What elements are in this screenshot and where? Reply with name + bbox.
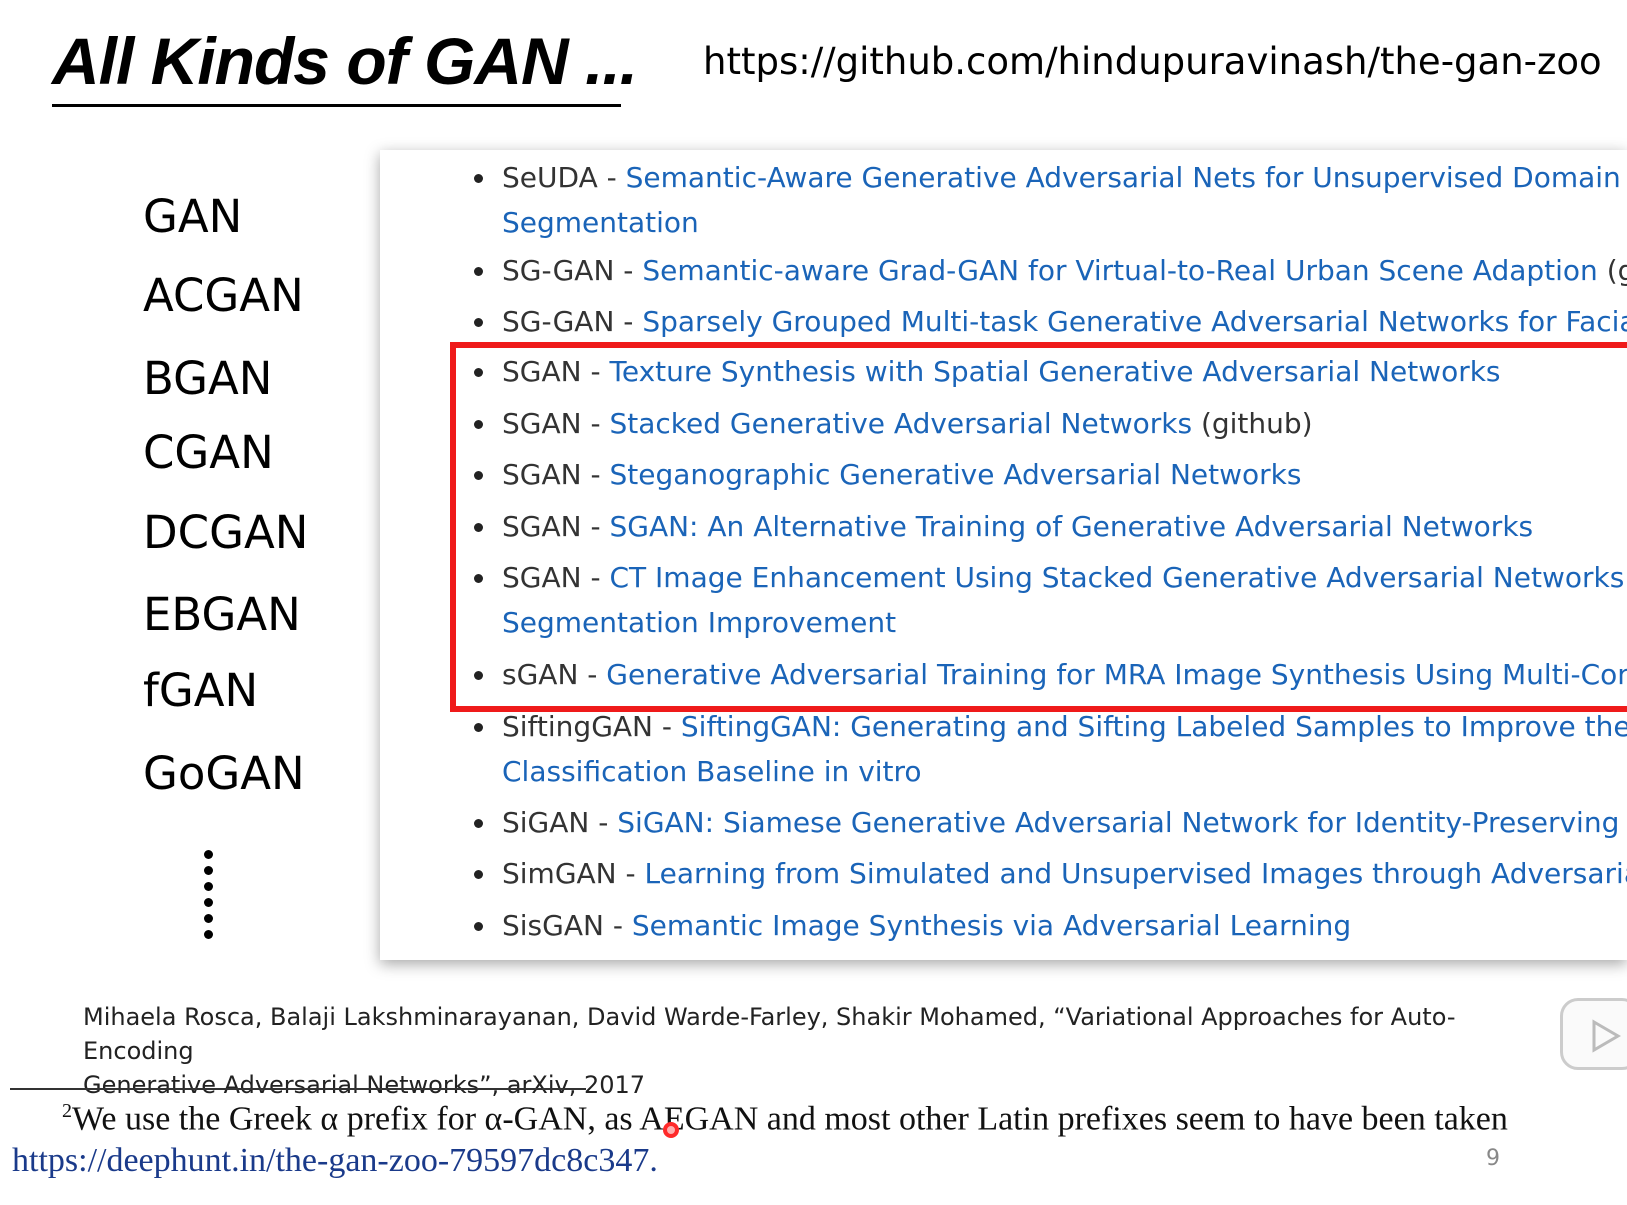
gan-acronym: SG-GAN bbox=[502, 305, 615, 338]
separator: - bbox=[603, 909, 632, 942]
separator: - bbox=[581, 355, 610, 388]
paper-link[interactable]: Sparsely Grouped Multi-task Generative A… bbox=[642, 305, 1627, 338]
bullet-icon bbox=[474, 368, 483, 377]
gan-acronym: SiGAN bbox=[502, 806, 590, 839]
gan-acronym: SGAN bbox=[502, 510, 582, 543]
gan-acronym: SGAN bbox=[502, 458, 582, 491]
gan-acronym: SGAN bbox=[502, 407, 582, 440]
github-link[interactable]: (githu bbox=[1606, 254, 1627, 287]
paper-link[interactable]: Texture Synthesis with Spatial Generativ… bbox=[609, 355, 1501, 388]
separator: - bbox=[614, 254, 643, 287]
citation-authors: Mihaela Rosca, Balaji Lakshminarayanan, … bbox=[83, 1003, 1456, 1065]
gan-zoo-screenshot-panel: SeUDA - Semantic-Aware Generative Advers… bbox=[380, 150, 1627, 960]
separator: - bbox=[589, 806, 618, 839]
footnote-link[interactable]: https://deephunt.in/the-gan-zoo-79597dc8… bbox=[12, 1142, 658, 1179]
separator: - bbox=[653, 710, 681, 743]
paper-link-continued[interactable]: Segmentation Improvement bbox=[502, 606, 897, 639]
gan-name-item: GoGAN bbox=[143, 747, 305, 800]
footnote: 2We use the Greek α prefix for α-GAN, as… bbox=[62, 1100, 1508, 1138]
separator: - bbox=[581, 458, 610, 491]
separator: - bbox=[597, 161, 626, 194]
gan-acronym: SGAN bbox=[502, 561, 582, 594]
bullet-icon bbox=[474, 723, 483, 732]
paper-link[interactable]: Generative Adversarial Training for MRA … bbox=[606, 658, 1627, 691]
paper-link[interactable]: Semantic Image Synthesis via Adversarial… bbox=[631, 909, 1352, 942]
citation-rest: Generative Adversarial Networks”, arXiv,… bbox=[83, 1071, 646, 1099]
github-link[interactable]: (github) bbox=[1192, 407, 1313, 440]
gan-name-item: DCGAN bbox=[143, 506, 309, 559]
sgan-highlight-box bbox=[450, 342, 1627, 712]
gan-acronym: SGAN bbox=[502, 355, 582, 388]
gan-name-item: fGAN bbox=[143, 664, 259, 717]
bullet-icon bbox=[474, 574, 483, 583]
gan-acronym: SisGAN bbox=[502, 909, 604, 942]
bullet-icon bbox=[474, 420, 483, 429]
play-icon[interactable] bbox=[1560, 998, 1627, 1070]
separator: - bbox=[578, 658, 607, 691]
paper-link-continued[interactable]: Classification Baseline in vitro bbox=[502, 755, 922, 788]
bullet-icon bbox=[474, 174, 483, 183]
paper-link[interactable]: SGAN: An Alternative Training of Generat… bbox=[609, 510, 1534, 543]
paper-link[interactable]: Learning from Simulated and Unsupervised… bbox=[644, 857, 1627, 890]
separator: - bbox=[616, 857, 645, 890]
bullet-icon bbox=[474, 870, 483, 879]
page-number: 9 bbox=[1486, 1146, 1500, 1171]
footnote-divider bbox=[10, 1088, 586, 1090]
bullet-icon bbox=[474, 922, 483, 931]
slide-title: All Kinds of GAN ... bbox=[52, 24, 638, 98]
paper-link[interactable]: SiGAN: Siamese Generative Adversarial Ne… bbox=[617, 806, 1627, 839]
paper-link[interactable]: Stacked Generative Adversarial Networks bbox=[609, 407, 1193, 440]
paper-link[interactable]: SiftingGAN: Generating and Sifting Label… bbox=[680, 710, 1627, 743]
title-underline bbox=[52, 104, 621, 107]
gan-name-item: GAN bbox=[143, 190, 243, 243]
paper-link-continued[interactable]: Segmentation bbox=[502, 206, 699, 239]
bullet-icon bbox=[474, 819, 483, 828]
gan-name-item: EBGAN bbox=[143, 588, 301, 641]
gan-acronym: SeUDA bbox=[502, 161, 598, 194]
gan-name-item: BGAN bbox=[143, 352, 273, 405]
separator: - bbox=[581, 561, 610, 594]
paper-link[interactable]: Semantic-aware Grad-GAN for Virtual-to-R… bbox=[642, 254, 1598, 287]
bullet-icon bbox=[474, 671, 483, 680]
gan-name-item: CGAN bbox=[143, 426, 274, 479]
gan-acronym: sGAN bbox=[502, 658, 579, 691]
citation: Mihaela Rosca, Balaji Lakshminarayanan, … bbox=[83, 1000, 1553, 1102]
pointer-cursor-icon bbox=[663, 1122, 679, 1138]
footnote-marker: 2 bbox=[62, 1100, 72, 1122]
gan-acronym: SimGAN bbox=[502, 857, 617, 890]
separator: - bbox=[581, 407, 610, 440]
gan-acronym: SG-GAN bbox=[502, 254, 615, 287]
separator: - bbox=[614, 305, 643, 338]
paper-link[interactable]: CT Image Enhancement Using Stacked Gener… bbox=[609, 561, 1627, 594]
paper-link[interactable]: Semantic-Aware Generative Adversarial Ne… bbox=[625, 161, 1627, 194]
paper-link[interactable]: Steganographic Generative Adversarial Ne… bbox=[609, 458, 1302, 491]
gan-name-item: ACGAN bbox=[143, 269, 304, 322]
bullet-icon bbox=[474, 523, 483, 532]
vertical-ellipsis-icon bbox=[204, 850, 216, 940]
separator: - bbox=[581, 510, 610, 543]
footnote-text: We use the Greek α prefix for α-GAN, as … bbox=[72, 1100, 1508, 1138]
bullet-icon bbox=[474, 471, 483, 480]
gan-zoo-url[interactable]: https://github.com/hindupuravinash/the-g… bbox=[703, 40, 1602, 83]
bullet-icon bbox=[474, 267, 483, 276]
gan-acronym: SiftingGAN bbox=[502, 710, 653, 743]
bullet-icon bbox=[474, 318, 483, 327]
